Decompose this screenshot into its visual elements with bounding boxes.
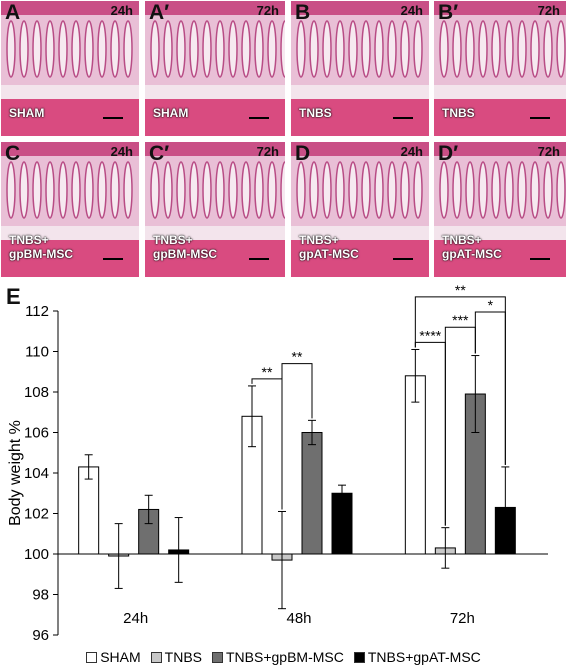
significance-label: **** (419, 327, 441, 343)
bar (331, 492, 353, 555)
tissue-micrograph (291, 142, 429, 277)
significance-bracket (281, 363, 313, 510)
panel-letter: D′ (438, 142, 459, 165)
panel-group-label: TNBS+ gpBM-MSC (153, 233, 217, 261)
panel-timepoint: 24h (400, 3, 423, 18)
legend-item: TNBS+gpBM-MSC (212, 649, 344, 665)
legend-label: TNBS+gpBM-MSC (226, 649, 344, 665)
x-tick-label: 72h (450, 610, 475, 627)
panel-group-label: TNBS+ gpAT-MSC (299, 233, 359, 261)
y-tick-label: 98 (32, 587, 49, 604)
bar (78, 466, 100, 555)
tissue-micrograph (145, 142, 285, 277)
panel-group-label: TNBS (299, 106, 332, 120)
histology-panel: A 24h SHAM (0, 0, 140, 137)
body-weight-chart: E 96 98 100 102 104 106 108 110 112 Body weight % 2… (6, 282, 548, 644)
tissue-micrograph (1, 142, 139, 277)
tissue-micrograph (434, 142, 566, 277)
panel-timepoint: 72h (256, 3, 279, 18)
significance-label: * (488, 297, 494, 313)
legend-item: SHAM (86, 649, 141, 665)
scale-bar (393, 117, 413, 119)
y-tick-label: 108 (24, 384, 49, 401)
y-tick-label: 96 (32, 627, 49, 644)
significance-label: ** (455, 282, 466, 298)
panel-timepoint: 24h (110, 3, 133, 18)
significance-label: ** (292, 349, 303, 365)
tissue-micrograph (291, 1, 429, 136)
scale-bar (393, 258, 413, 260)
histology-panel: D 24h TNBS+ gpAT-MSC (290, 141, 430, 278)
legend-label: TNBS (164, 649, 202, 665)
scale-bar (249, 117, 269, 119)
y-tick-label: 106 (24, 425, 49, 442)
panel-letter: B (295, 1, 311, 24)
bar (301, 432, 323, 555)
panel-letter: A′ (149, 1, 170, 24)
panel-timepoint: 72h (537, 3, 560, 18)
legend-swatch (150, 651, 162, 663)
panel-timepoint: 72h (256, 144, 279, 159)
scale-bar (103, 117, 123, 119)
scale-bar (103, 258, 123, 260)
significance-label: *** (452, 312, 469, 328)
panel-group-label: SHAM (153, 106, 189, 120)
panel-group-label: TNBS (442, 106, 475, 120)
x-tick-label: 48h (286, 610, 311, 627)
legend-swatch (86, 651, 98, 663)
panel-letter: B′ (438, 1, 459, 24)
panel-letter: C (5, 142, 21, 165)
tissue-micrograph (434, 1, 566, 136)
panel-group-label: TNBS+ gpBM-MSC (9, 233, 73, 261)
legend-swatch (212, 651, 223, 663)
tissue-micrograph (145, 1, 285, 136)
histology-panel: C′ 72h TNBS+ gpBM-MSC (144, 141, 286, 278)
legend-swatch (353, 651, 365, 663)
x-tick-label: 24h (123, 610, 148, 627)
y-tick-label: 102 (24, 506, 49, 523)
y-tick-label: 110 (25, 344, 49, 361)
histology-panel: C 24h TNBS+ gpBM-MSC (0, 141, 140, 278)
histology-panel: B 24h TNBS (290, 0, 430, 137)
panel-letter: D (295, 142, 311, 165)
panel-timepoint: 72h (537, 144, 560, 159)
panel-letter: A (5, 1, 21, 24)
y-tick-label: 100 (24, 546, 49, 563)
histology-panel: B′ 72h TNBS (433, 0, 567, 137)
legend-label: SHAM (100, 649, 141, 665)
legend-item: TNBS (150, 649, 202, 665)
scale-bar (530, 117, 550, 119)
scale-bar (530, 258, 550, 260)
panel-timepoint: 24h (110, 144, 133, 159)
histology-panel: A′ 72h SHAM (144, 0, 286, 137)
legend-item: TNBS+gpAT-MSC (353, 649, 481, 665)
panel-letter: C′ (149, 142, 170, 165)
scale-bar (249, 258, 269, 260)
y-tick-label: 112 (25, 303, 49, 320)
panel-timepoint: 24h (400, 144, 423, 159)
significance-bracket (414, 296, 506, 465)
chart-legend: SHAM TNBS TNBS+gpBM-MSC TNBS+gpAT-MSC (0, 646, 567, 668)
y-tick-label: 104 (24, 465, 49, 482)
panel-letter: E (6, 284, 21, 309)
legend-label: TNBS+gpAT-MSC (367, 649, 481, 665)
panel-group-label: TNBS+ gpAT-MSC (442, 233, 502, 261)
panel-group-label: SHAM (9, 106, 45, 120)
tissue-micrograph (1, 1, 139, 136)
histology-panel: D′ 72h TNBS+ gpAT-MSC (433, 141, 567, 278)
y-axis-label: Body weight % (7, 420, 24, 526)
significance-label: ** (262, 364, 273, 380)
